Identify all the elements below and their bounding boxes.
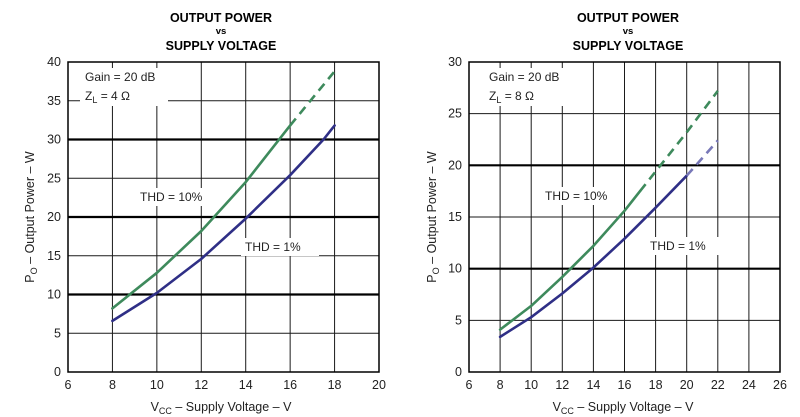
chart-subtitle: SUPPLY VOLTAGE (573, 39, 684, 53)
series-label-background (241, 238, 319, 256)
y-tick-label: 35 (47, 94, 61, 108)
plot-frame (67, 61, 380, 373)
x-tick-label: 24 (742, 378, 756, 392)
x-tick-label: 6 (466, 378, 473, 392)
series-line-dashed (685, 139, 719, 177)
series-label: THD = 1% (650, 239, 706, 253)
x-tick-label: 16 (618, 378, 632, 392)
y-tick-label: 5 (455, 313, 462, 327)
annotation-background (484, 68, 572, 106)
y-tick-label: 40 (47, 55, 61, 69)
annotation-gain: Gain = 20 dB (489, 70, 559, 84)
chart-title-vs: vs (623, 26, 634, 37)
annotation-gain: Gain = 20 dB (85, 70, 155, 84)
y-tick-label: 15 (47, 249, 61, 263)
series-line-solid (498, 174, 688, 339)
chart-title: OUTPUT POWER (577, 11, 679, 25)
series-label-background (541, 187, 619, 205)
series-label: THD = 1% (245, 240, 301, 254)
y-tick-label: 0 (54, 365, 61, 379)
series-label-background (646, 237, 724, 255)
x-tick-label: 12 (194, 378, 208, 392)
series-label-background (136, 188, 214, 206)
y-tick-label: 25 (47, 171, 61, 185)
x-axis-label: VCC – Supply Voltage – V (151, 400, 293, 416)
x-tick-label: 18 (328, 378, 342, 392)
series-line-dashed (638, 90, 719, 193)
y-tick-label: 10 (448, 262, 462, 276)
series-label: THD = 10% (140, 190, 203, 204)
x-tick-label: 8 (497, 378, 504, 392)
series-line-solid (498, 189, 642, 331)
x-tick-label: 18 (649, 378, 663, 392)
x-tick-label: 20 (372, 378, 386, 392)
chart-title: OUTPUT POWER (170, 11, 272, 25)
y-tick-label: 5 (54, 326, 61, 340)
y-tick-label: 20 (47, 210, 61, 224)
y-tick-label: 30 (448, 55, 462, 69)
x-axis-label: VCC – Supply Voltage – V (553, 400, 695, 416)
x-tick-label: 8 (109, 378, 116, 392)
x-tick-label: 20 (680, 378, 694, 392)
x-tick-label: 16 (283, 378, 297, 392)
x-tick-label: 12 (555, 378, 569, 392)
chart-subtitle: SUPPLY VOLTAGE (166, 39, 277, 53)
series-line-solid (111, 124, 292, 310)
y-tick-label: 0 (455, 365, 462, 379)
x-tick-label: 10 (524, 378, 538, 392)
y-tick-label: 20 (448, 158, 462, 172)
x-tick-label: 14 (239, 378, 253, 392)
y-tick-label: 25 (448, 107, 462, 121)
x-tick-label: 14 (586, 378, 600, 392)
x-tick-label: 10 (150, 378, 164, 392)
y-axis-label: PO – Output Power – W (23, 151, 39, 283)
x-tick-label: 6 (65, 378, 72, 392)
annotation-load-impedance: ZL = 4 Ω (85, 89, 130, 105)
y-tick-label: 15 (448, 210, 462, 224)
annotation-load-impedance: ZL = 8 Ω (489, 89, 534, 105)
plot-frame (468, 61, 781, 373)
x-tick-label: 26 (773, 378, 787, 392)
y-axis-label: PO – Output Power – W (425, 151, 441, 283)
y-tick-label: 10 (47, 288, 61, 302)
annotation-background (80, 68, 168, 106)
chart-title-vs: vs (216, 26, 227, 37)
y-tick-label: 30 (47, 133, 61, 147)
series-line-solid (111, 124, 336, 323)
series-line-dashed (289, 70, 336, 127)
series-label: THD = 10% (545, 189, 608, 203)
x-tick-label: 22 (711, 378, 725, 392)
